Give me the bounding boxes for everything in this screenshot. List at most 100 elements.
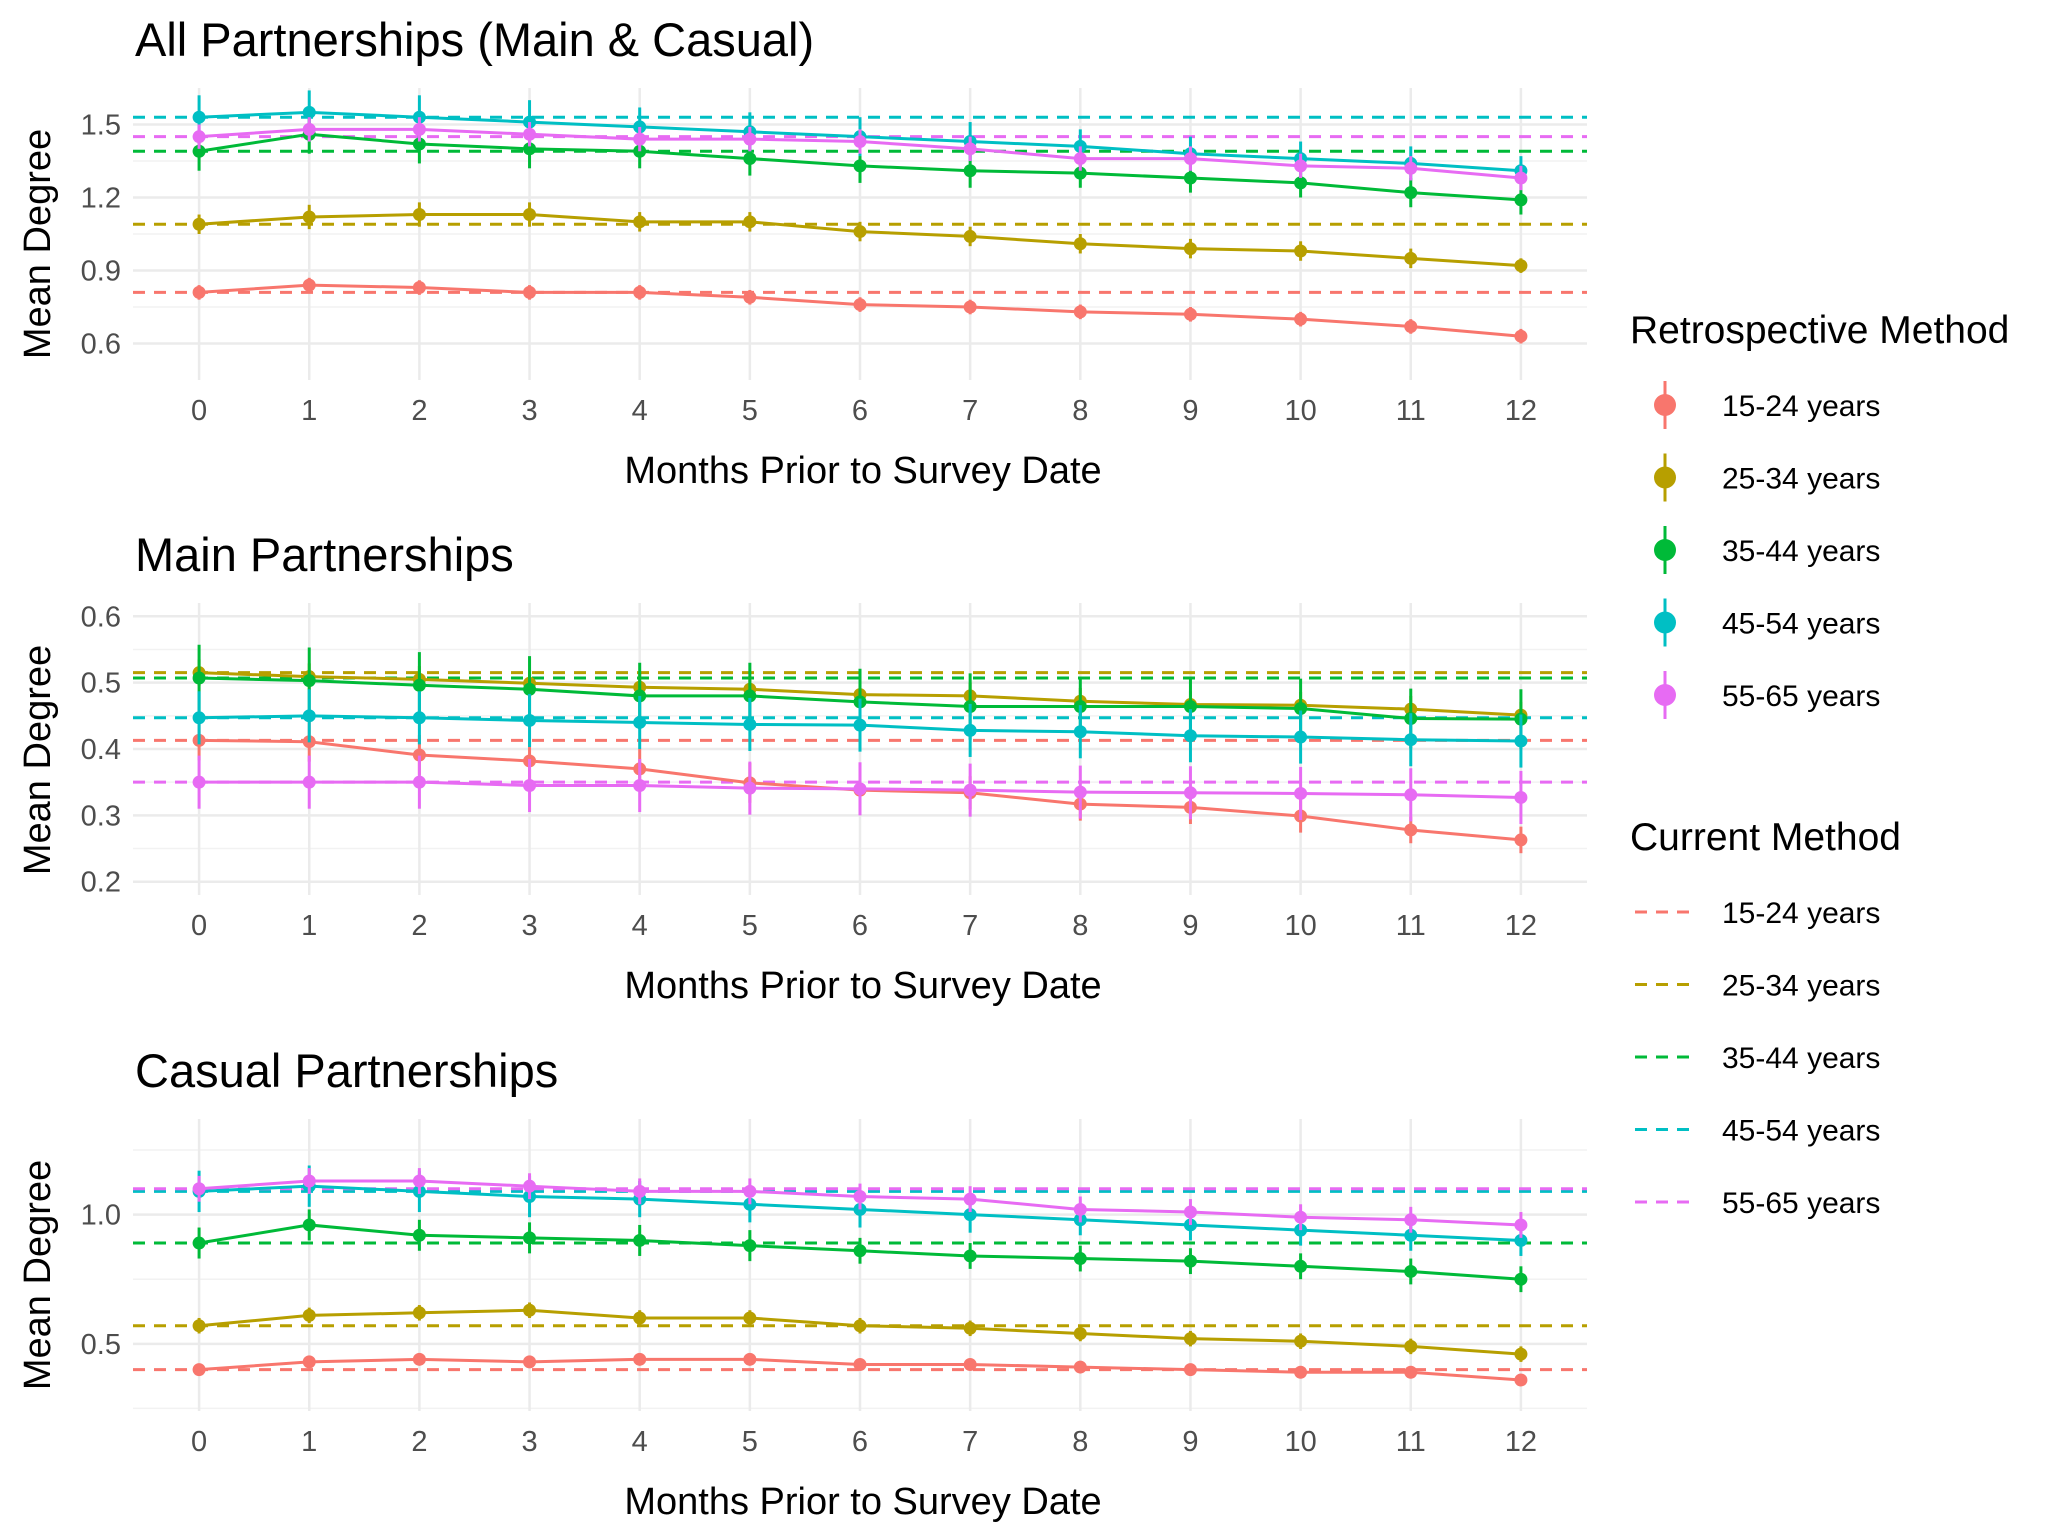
panel-all-partnerships: All Partnerships (Main & Casual) 0.6 0.9 1… (17, 13, 1587, 492)
data-point (1294, 1334, 1308, 1348)
y-tick-labels: 0.2 0.3 0.4 0.5 0.6 (81, 601, 121, 898)
retrospective-series (192, 644, 1528, 854)
legend-label: 25-34 years (1722, 463, 1880, 496)
data-point (412, 281, 426, 295)
data-point (1404, 1365, 1418, 1379)
data-point (1404, 823, 1418, 837)
x-tick-label: 7 (962, 395, 978, 427)
data-point (1294, 1210, 1308, 1224)
data-point (412, 775, 426, 789)
data-point (1294, 786, 1308, 800)
data-point (1514, 171, 1528, 185)
data-point (1514, 259, 1528, 273)
data-point (1073, 1360, 1087, 1374)
data-point (1073, 1202, 1087, 1216)
x-tick-label: 0 (191, 395, 207, 427)
x-tick-label: 8 (1072, 395, 1088, 427)
data-point (302, 674, 316, 688)
data-point (412, 122, 426, 136)
data-point (963, 1321, 977, 1335)
data-point (1183, 1332, 1197, 1346)
data-point (412, 137, 426, 151)
data-point (853, 135, 867, 149)
data-point (1073, 152, 1087, 166)
data-point (302, 105, 316, 119)
series-55-65-years (192, 755, 1528, 824)
data-point (1514, 833, 1528, 847)
data-point (1404, 1264, 1418, 1278)
series-35-44-years (192, 1209, 1528, 1293)
series-15-24-years (192, 1352, 1528, 1387)
x-tick-label: 6 (852, 1426, 868, 1458)
data-point (523, 1355, 537, 1369)
legend-retrospective-entries: 15-24 years 25-34 years 35-44 years 45-54 y… (1654, 381, 1880, 719)
data-point (412, 208, 426, 222)
x-tick-label: 9 (1182, 395, 1198, 427)
data-point (412, 1228, 426, 1242)
data-point (1404, 1228, 1418, 1242)
data-point (192, 711, 206, 725)
y-tick-label: 0.5 (81, 1329, 121, 1361)
data-point (1404, 1213, 1418, 1227)
x-tick-label: 10 (1284, 1426, 1316, 1458)
data-point (743, 132, 757, 146)
x-tick-label: 10 (1284, 395, 1316, 427)
data-point (192, 1182, 206, 1196)
x-tick-label: 11 (1396, 395, 1426, 427)
data-point (302, 775, 316, 789)
data-point (853, 225, 867, 239)
data-point (1183, 171, 1197, 185)
data-point (192, 110, 206, 124)
x-tick-label: 0 (191, 1426, 207, 1458)
x-tick-label: 7 (962, 910, 978, 942)
data-point (412, 678, 426, 692)
data-point (633, 1233, 647, 1247)
x-tick-label: 6 (852, 910, 868, 942)
data-point (743, 1184, 757, 1198)
data-point (1514, 193, 1528, 207)
data-point (412, 1306, 426, 1320)
data-point (192, 1319, 206, 1333)
y-tick-label: 1.5 (81, 110, 121, 142)
data-point (1183, 786, 1197, 800)
y-tick-labels: 0.6 0.9 1.2 1.5 (81, 110, 121, 361)
x-tick-labels: 0 1 2 3 4 5 6 7 8 9 10 11 12 (191, 395, 1537, 427)
data-point (963, 723, 977, 737)
data-point (1514, 1218, 1528, 1232)
x-tick-label: 8 (1072, 910, 1088, 942)
data-point (192, 130, 206, 144)
data-point (523, 142, 537, 156)
y-tick-label: 0.6 (81, 601, 121, 633)
x-tick-label: 9 (1182, 910, 1198, 942)
data-point (1183, 1254, 1197, 1268)
panel-casual-partnerships: Casual Partnerships 0.51.0 0 1 2 3 4 5 6 7 8 9 10 1… (17, 1044, 1587, 1523)
y-axis-title: Mean Degree (17, 1160, 59, 1390)
data-point (1073, 1252, 1087, 1266)
data-point (1294, 176, 1308, 190)
data-point (523, 682, 537, 696)
data-point (633, 285, 647, 299)
retrospective-series (192, 90, 1528, 344)
data-point (412, 1174, 426, 1188)
x-tick-label: 2 (411, 395, 427, 427)
x-tick-label: 4 (632, 395, 648, 427)
data-point (1183, 242, 1197, 256)
data-point (523, 127, 537, 141)
panel-title: All Partnerships (Main & Casual) (135, 13, 814, 66)
data-point (853, 1244, 867, 1258)
y-tick-label: 0.9 (81, 256, 121, 288)
data-point (1183, 700, 1197, 714)
data-point (302, 1355, 316, 1369)
data-point (963, 142, 977, 156)
data-point (633, 1311, 647, 1325)
data-point (1514, 734, 1528, 748)
series-25-34-years (192, 202, 1528, 273)
data-point (743, 152, 757, 166)
x-tick-labels: 0 1 2 3 4 5 6 7 8 9 10 11 12 (191, 910, 1537, 942)
x-tick-label: 11 (1396, 910, 1426, 942)
data-point (853, 1319, 867, 1333)
x-tick-label: 1 (301, 1426, 317, 1458)
data-point (192, 217, 206, 231)
